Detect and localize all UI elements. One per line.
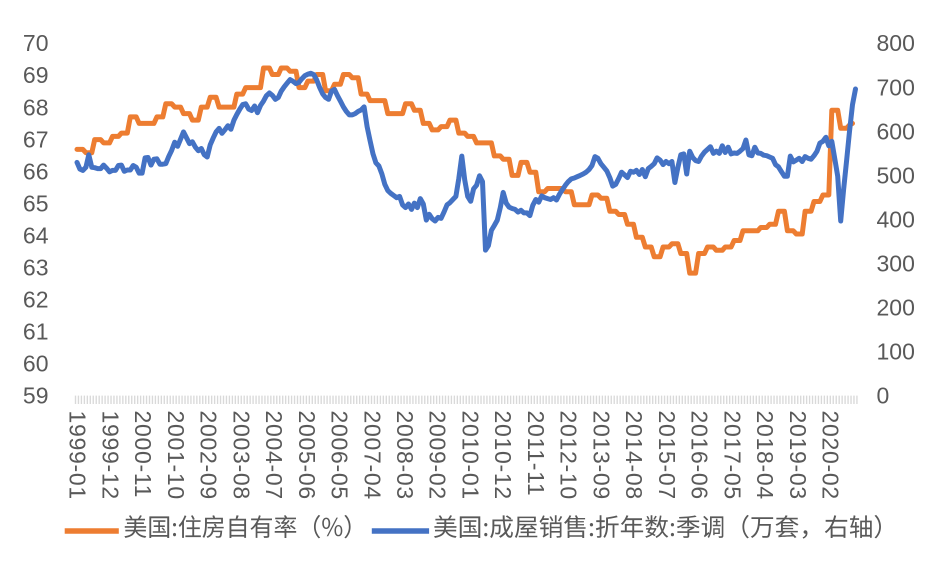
svg-text:0: 0 bbox=[877, 383, 890, 409]
svg-text:2005-06: 2005-06 bbox=[294, 411, 320, 500]
svg-text:2020-02: 2020-02 bbox=[818, 411, 844, 500]
svg-text:64: 64 bbox=[23, 223, 49, 249]
svg-text:2000-11: 2000-11 bbox=[130, 411, 156, 499]
svg-text:2016-06: 2016-06 bbox=[687, 411, 713, 500]
svg-text:2003-08: 2003-08 bbox=[228, 411, 254, 500]
svg-text:700: 700 bbox=[877, 74, 915, 100]
svg-text:69: 69 bbox=[23, 62, 49, 88]
svg-text:100: 100 bbox=[877, 339, 915, 365]
svg-text:63: 63 bbox=[23, 255, 49, 281]
svg-text:2010-01: 2010-01 bbox=[458, 411, 484, 500]
svg-text:2014-08: 2014-08 bbox=[621, 411, 647, 500]
svg-text:400: 400 bbox=[877, 206, 915, 232]
svg-text:2017-05: 2017-05 bbox=[719, 411, 745, 500]
svg-text:500: 500 bbox=[877, 162, 915, 188]
svg-text:2007-04: 2007-04 bbox=[359, 411, 385, 500]
svg-text:2004-07: 2004-07 bbox=[261, 411, 287, 500]
svg-text:200: 200 bbox=[877, 295, 915, 321]
svg-text:2006-05: 2006-05 bbox=[327, 411, 353, 500]
svg-text:2009-02: 2009-02 bbox=[425, 411, 451, 500]
svg-text:65: 65 bbox=[23, 190, 49, 216]
svg-text:2011-11: 2011-11 bbox=[523, 411, 549, 497]
svg-text:1999-12: 1999-12 bbox=[97, 411, 123, 500]
svg-text:2008-03: 2008-03 bbox=[392, 411, 418, 500]
svg-text:62: 62 bbox=[23, 287, 49, 313]
svg-text:2018-04: 2018-04 bbox=[752, 411, 778, 500]
svg-text:300: 300 bbox=[877, 251, 915, 277]
svg-text:66: 66 bbox=[23, 158, 49, 184]
svg-text:60: 60 bbox=[23, 351, 49, 377]
svg-text:2010-12: 2010-12 bbox=[490, 411, 516, 500]
svg-text:2012-10: 2012-10 bbox=[556, 411, 582, 500]
svg-text:2002-09: 2002-09 bbox=[196, 411, 222, 500]
svg-text:2019-03: 2019-03 bbox=[785, 411, 811, 500]
svg-text:600: 600 bbox=[877, 118, 915, 144]
svg-text:67: 67 bbox=[23, 126, 49, 152]
svg-text:2013-09: 2013-09 bbox=[588, 411, 614, 500]
svg-text:70: 70 bbox=[23, 30, 49, 56]
svg-text:800: 800 bbox=[877, 30, 915, 56]
svg-text:2001-10: 2001-10 bbox=[163, 411, 189, 500]
svg-text:68: 68 bbox=[23, 94, 49, 120]
svg-text:1999-01: 1999-01 bbox=[65, 411, 91, 500]
svg-text:2015-07: 2015-07 bbox=[654, 411, 680, 500]
svg-text:59: 59 bbox=[23, 383, 49, 409]
svg-text:61: 61 bbox=[23, 319, 49, 345]
